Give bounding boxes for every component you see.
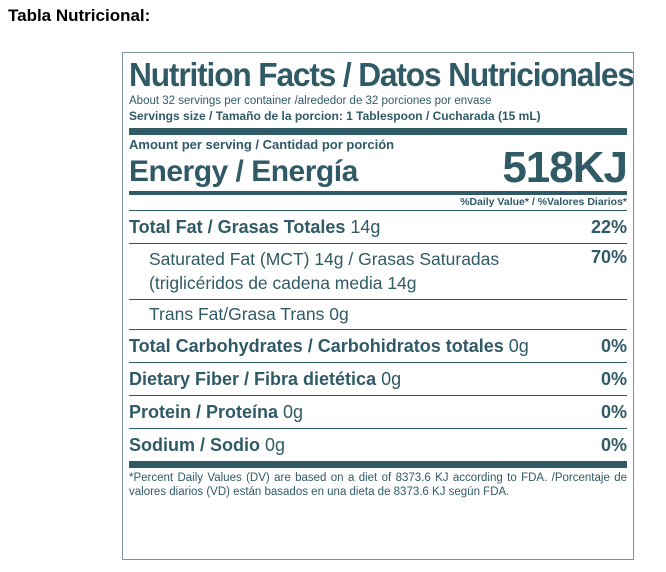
energy-value: 518KJ <box>502 143 628 192</box>
nutrient-name: Total Carbohydrates / Carbohidratos tota… <box>129 335 504 356</box>
energy-row: Energy / Energía 518KJ <box>129 146 628 190</box>
nutrient-percent: 0% <box>600 434 627 455</box>
nutrient-row-trans-fat: Trans Fat/Grasa Trans 0g <box>129 299 627 329</box>
nutrient-row-total-carbohydrates: Total Carbohydrates / Carbohidratos tota… <box>129 329 627 362</box>
nutrient-name: Sodium / Sodio <box>129 434 260 455</box>
nutrient-percent: 22% <box>590 216 627 237</box>
nutrition-facts-label: Nutrition Facts / Datos Nutricionales Ab… <box>122 52 634 560</box>
nutrient-percent: 0% <box>600 368 627 389</box>
nutrient-row-saturated-fat: Saturated Fat (MCT) 14g / Grasas Saturad… <box>129 243 627 299</box>
nutrient-name: Total Fat / Grasas Totales <box>129 216 346 237</box>
nutrient-row-protein: Protein / Proteína 0g 0% <box>129 395 627 428</box>
nutrient-percent: 0% <box>600 401 627 422</box>
page-heading: Tabla Nutricional: <box>8 6 151 25</box>
nutrient-name: Dietary Fiber / Fibra dietética <box>129 368 377 389</box>
nutrient-row-total-fat: Total Fat / Grasas Totales 14g 22% <box>129 210 627 243</box>
nutrient-percent: 0% <box>600 335 627 356</box>
thick-divider <box>129 128 627 135</box>
nutrient-amount: 0g <box>503 335 529 356</box>
nutrient-amount: 14g <box>345 216 381 237</box>
nutrient-row-dietary-fiber: Dietary Fiber / Fibra dietética 0g 0% <box>129 362 627 395</box>
nutrient-amount: 0g <box>278 401 304 422</box>
medium-divider <box>129 191 627 195</box>
nutrient-name: Saturated Fat (MCT) 14g / Grasas Saturad… <box>149 249 500 293</box>
servings-per-container: About 32 servings per container /alreded… <box>129 95 492 107</box>
energy-label: Energy / Energía <box>129 155 358 188</box>
label-title: Nutrition Facts / Datos Nutricionales <box>129 56 634 93</box>
amount-per-serving: Amount per serving / Cantidad por porció… <box>129 137 395 152</box>
nutrient-name: Protein / Proteína <box>129 401 279 422</box>
nutrient-amount: 0g <box>376 368 402 389</box>
footnote: *Percent Daily Values (DV) are based on … <box>129 472 627 498</box>
thick-divider-bottom <box>129 461 627 468</box>
nutrient-name: Trans Fat/Grasa Trans 0g <box>149 304 349 324</box>
nutrient-amount: 0g <box>260 434 286 455</box>
daily-value-header: %Daily Value* / %Valores Diarios* <box>460 196 627 208</box>
serving-size: Servings size / Tamaño de la porcion: 1 … <box>129 109 541 123</box>
nutrient-percent: 70% <box>590 247 627 267</box>
nutrient-row-sodium: Sodium / Sodio 0g 0% <box>129 428 627 461</box>
